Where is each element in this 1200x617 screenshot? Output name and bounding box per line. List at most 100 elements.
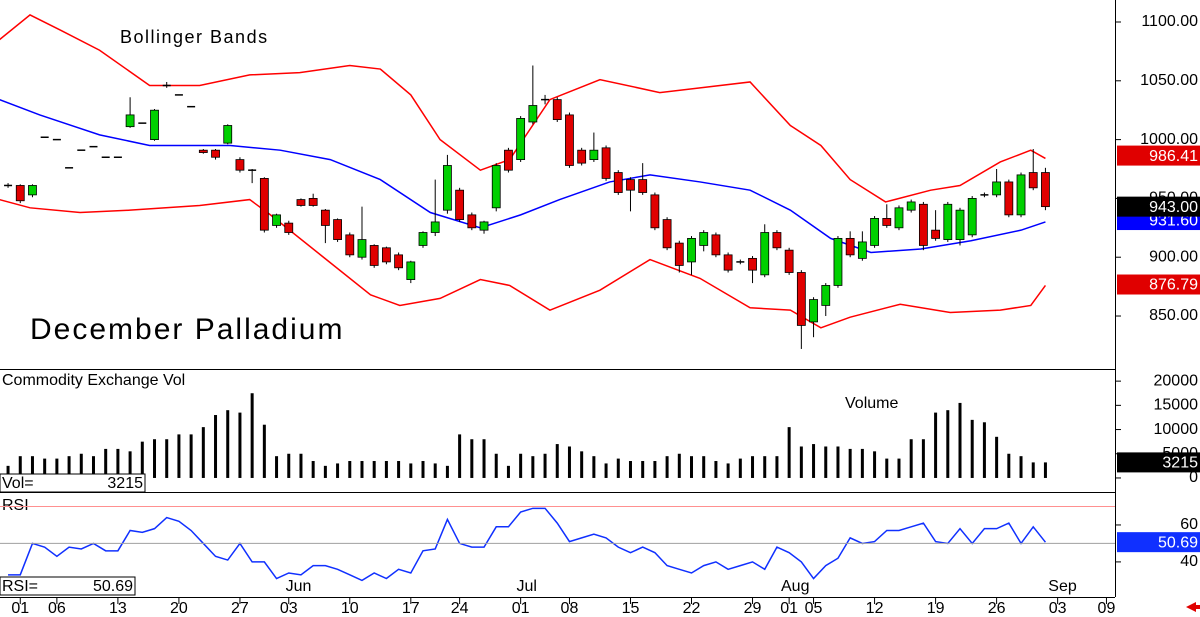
candle-body [931, 229, 940, 239]
volume-bar [482, 439, 486, 478]
volume-bar [958, 402, 962, 478]
month-label: Aug [781, 578, 809, 595]
volume-bar [946, 410, 950, 478]
x-tick-label: 13 [109, 600, 127, 617]
volume-bar [250, 393, 254, 478]
candle-body [418, 232, 428, 246]
candle-body [15, 185, 25, 202]
candle-body [443, 165, 452, 211]
candle-body [259, 178, 269, 231]
volume-bar [885, 458, 889, 478]
volume-bar [665, 456, 669, 478]
last-value-box [1117, 145, 1200, 166]
candle-body [833, 237, 843, 286]
month-label: Jun [286, 578, 312, 595]
volume-bar [1031, 462, 1035, 478]
candle-body [857, 241, 867, 259]
x-tick-label: 20 [170, 600, 188, 617]
y-tick-label: 1050.00 [1140, 72, 1198, 89]
volume-bar [751, 456, 755, 478]
candle-body [674, 242, 684, 266]
volume-bar [214, 415, 218, 478]
candle-body [284, 222, 294, 233]
candle-body [394, 254, 403, 269]
x-tick-label: 19 [927, 600, 945, 617]
volume-bar [970, 419, 974, 478]
last-value-box [1117, 532, 1200, 553]
candle-body [516, 118, 526, 160]
volume-bar [433, 463, 437, 478]
candle-body [467, 214, 477, 229]
candle-body [235, 159, 245, 171]
readout-value: 50.69 [93, 578, 133, 595]
candle-body [198, 149, 208, 153]
y-tick-label: 15000 [1154, 397, 1199, 414]
candle-body [333, 219, 342, 240]
volume-bar [470, 439, 474, 478]
y-tick-label: 1000.00 [1140, 131, 1198, 148]
y-tick-label: 850.00 [1149, 307, 1198, 324]
last-value-box [1117, 274, 1200, 295]
candle-body [760, 232, 770, 276]
volume-bar [934, 412, 938, 478]
candle-body [345, 234, 355, 256]
volume-bar [775, 456, 779, 478]
x-tick-label: 03 [280, 600, 298, 617]
candle-body [943, 203, 953, 240]
rsi-line [8, 507, 1047, 582]
candle-body [1041, 172, 1050, 208]
volume-bar [677, 453, 681, 478]
candle-body [369, 245, 379, 266]
volume-bar [873, 451, 877, 478]
candle-body [992, 181, 1002, 196]
last-value-label: 986.41 [1149, 148, 1198, 165]
volume-bar [336, 463, 340, 478]
volume-bar [738, 458, 742, 478]
candle-body [796, 272, 806, 326]
candle-body [1016, 174, 1026, 216]
candle-body [723, 254, 733, 271]
candle-body [772, 232, 782, 249]
candle-body [809, 299, 818, 323]
candle-body [528, 105, 538, 123]
annotation: Volume [845, 395, 898, 412]
volume-bar [1019, 456, 1023, 478]
volume-bar [165, 439, 169, 478]
volume-bar [397, 461, 401, 478]
volume-bar [140, 441, 144, 478]
y-tick-label: 40 [1180, 553, 1198, 570]
candle-body [455, 189, 465, 220]
candle-body [845, 237, 855, 256]
volume-bar [18, 456, 22, 478]
x-tick-label: 29 [744, 600, 762, 617]
x-tick-label: 03 [1049, 600, 1067, 617]
volume-bar [567, 446, 571, 478]
volume-bar [714, 461, 718, 478]
candle-body [894, 207, 904, 229]
candle-body [711, 234, 721, 256]
volume-bar [787, 427, 791, 478]
readout-label: RSI= [2, 578, 38, 595]
candle-body [272, 214, 281, 226]
y-tick-label: 60 [1180, 516, 1198, 533]
month-label: Sep [1048, 578, 1077, 595]
volume-bar [104, 448, 108, 478]
candle-body [504, 149, 513, 171]
volume-bar [421, 461, 425, 478]
volume-bar [592, 456, 596, 478]
candle-body [821, 285, 831, 306]
candle-body [748, 257, 757, 271]
panel-title: RSI [2, 497, 29, 514]
candle-body [223, 125, 233, 144]
readout-value: 3215 [107, 475, 143, 492]
scroll-arrow[interactable] [1186, 602, 1200, 612]
volume-bar [506, 465, 510, 478]
y-tick-label: 20000 [1154, 372, 1199, 389]
candle-body [589, 149, 599, 160]
volume-bar [445, 465, 449, 478]
volume-bar [409, 463, 413, 478]
volume-bar [116, 448, 120, 478]
volume-bar [982, 422, 986, 478]
volume-bar [824, 446, 828, 478]
volume-bar [653, 461, 657, 478]
